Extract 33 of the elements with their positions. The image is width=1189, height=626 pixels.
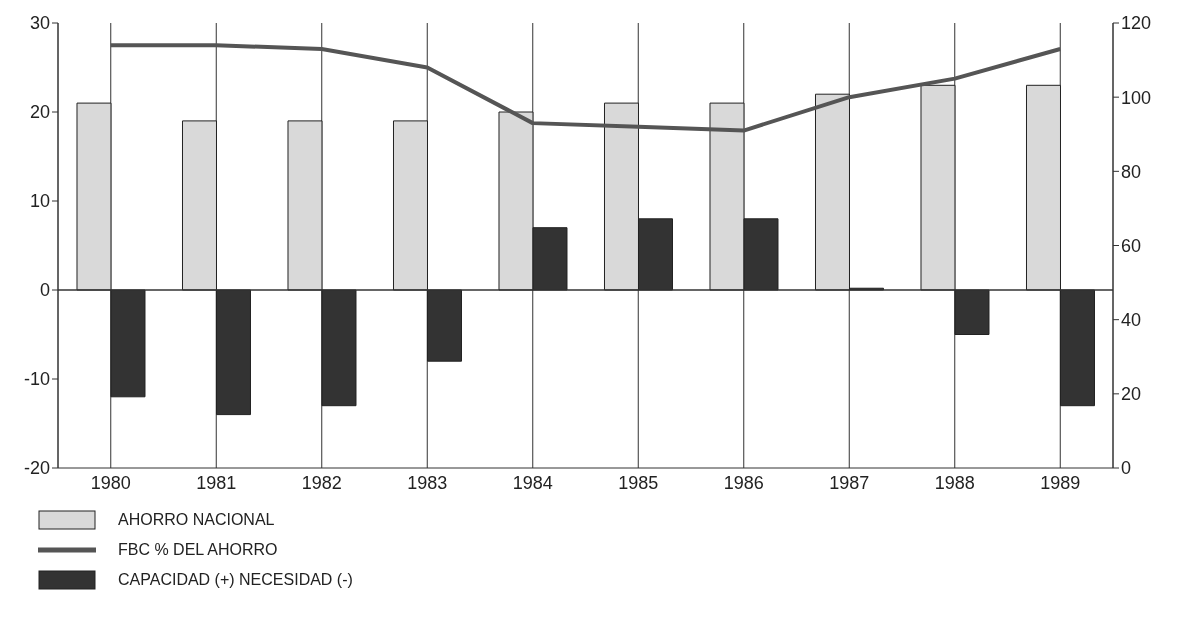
y2-tick-label: 60 bbox=[1121, 235, 1142, 256]
bar bbox=[1025, 84, 1061, 291]
y2-tick-label: 0 bbox=[1121, 458, 1132, 479]
y-tick-label: 20 bbox=[29, 102, 50, 123]
legend-label: FBC % DEL AHORRO bbox=[118, 541, 278, 559]
y2-tick-label: 80 bbox=[1121, 161, 1142, 182]
bar bbox=[181, 120, 217, 291]
x-tick-label: 1984 bbox=[512, 472, 553, 493]
y-tick-label: 30 bbox=[29, 13, 50, 34]
bar bbox=[392, 120, 428, 291]
x-tick-label: 1981 bbox=[196, 472, 237, 493]
y2-tick-label: 40 bbox=[1121, 310, 1142, 331]
y2-tick-label: 20 bbox=[1121, 384, 1142, 405]
x-tick-label: 1988 bbox=[934, 472, 975, 493]
y2-tick-label: 100 bbox=[1121, 87, 1152, 108]
bar bbox=[287, 120, 323, 291]
legend-label: CAPACIDAD (+) NECESIDAD (-) bbox=[118, 571, 353, 589]
line-series bbox=[108, 43, 1063, 133]
y-tick-label: 0 bbox=[39, 280, 50, 301]
x-tick-label: 1983 bbox=[407, 472, 448, 493]
bar bbox=[920, 84, 956, 291]
legend-label: AHORRO NACIONAL bbox=[118, 511, 275, 529]
x-tick-label: 1986 bbox=[723, 472, 764, 493]
bar bbox=[76, 102, 112, 291]
y-tick-label: -20 bbox=[23, 458, 50, 479]
x-tick-label: 1985 bbox=[618, 472, 659, 493]
y2-tick-label: 120 bbox=[1121, 13, 1152, 34]
x-tick-label: 1987 bbox=[829, 472, 870, 493]
x-tick-label: 1982 bbox=[301, 472, 342, 493]
x-tick-label: 1980 bbox=[90, 472, 131, 493]
x-tick-label: 1989 bbox=[1040, 472, 1081, 493]
y-tick-label: -10 bbox=[23, 369, 50, 390]
y-tick-label: 10 bbox=[29, 191, 50, 212]
